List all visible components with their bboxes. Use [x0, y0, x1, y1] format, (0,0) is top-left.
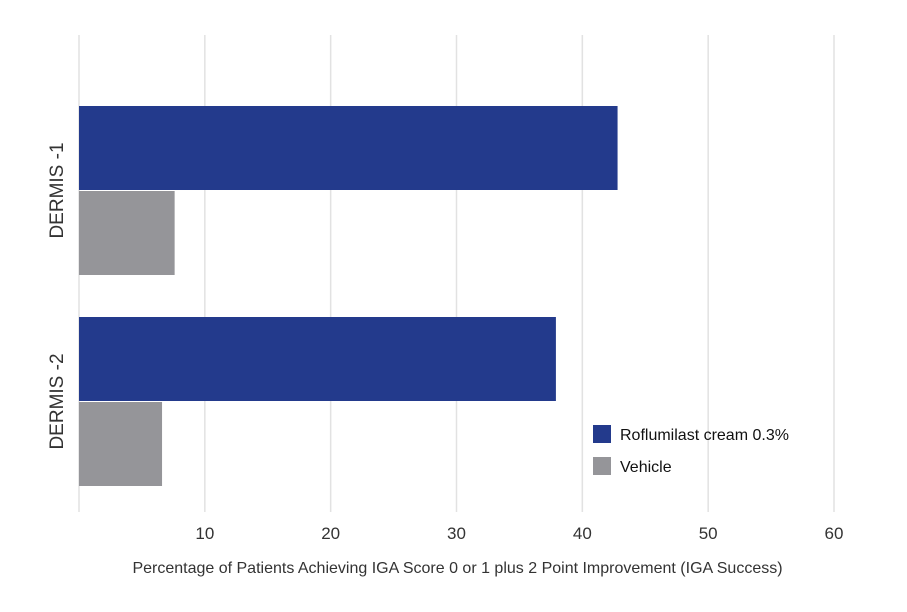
x-tick-label-10: 10	[195, 524, 214, 543]
bar-dermis-2-0	[79, 317, 556, 401]
x-axis-title: Percentage of Patients Achieving IGA Sco…	[132, 560, 782, 577]
category-label-1: DERMIS -2	[47, 353, 68, 449]
category-labels: DERMIS -1 DERMIS -2	[47, 142, 68, 449]
bar-dermis-2-1	[79, 402, 163, 486]
legend-label-0: Roflumilast cream 0.3%	[620, 427, 789, 444]
x-tick-label-20: 20	[321, 524, 340, 543]
legend-swatch-0	[593, 425, 611, 443]
x-tick-label-30: 30	[447, 524, 466, 543]
bar-dermis-1-0	[79, 106, 618, 190]
category-label-0: DERMIS -1	[47, 142, 68, 238]
x-tick-label-60: 60	[825, 524, 844, 543]
bars	[79, 106, 618, 486]
legend-label-1: Vehicle	[620, 459, 672, 476]
x-tick-label-40: 40	[573, 524, 592, 543]
legend: Roflumilast cream 0.3% Vehicle	[593, 425, 789, 476]
legend-swatch-1	[593, 457, 611, 475]
bar-dermis-1-1	[79, 191, 175, 275]
x-tick-label-50: 50	[699, 524, 718, 543]
x-tick-labels: 10 20 30 40 50 60	[195, 524, 843, 543]
